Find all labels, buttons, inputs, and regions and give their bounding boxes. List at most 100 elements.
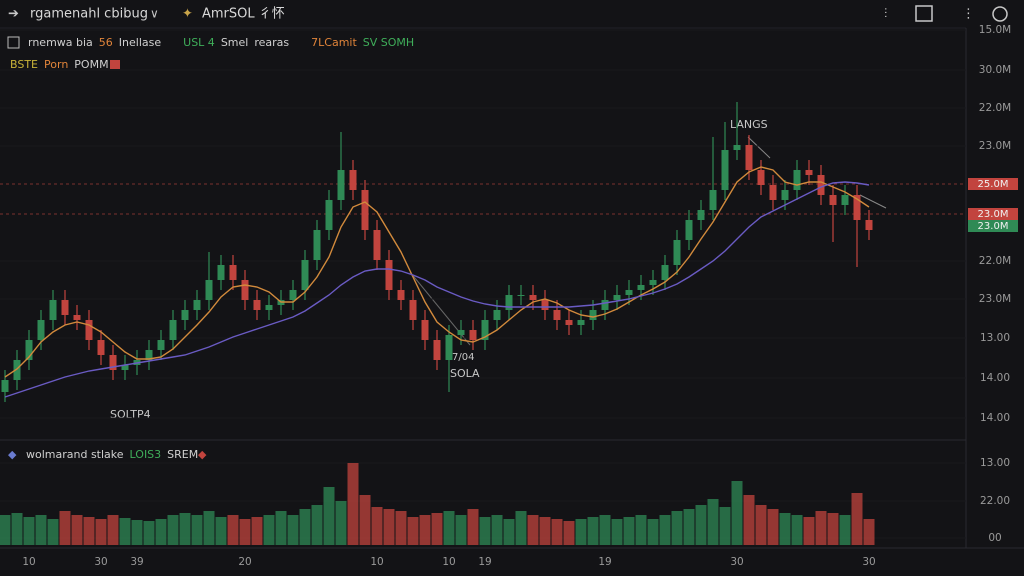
y-tick-label: 14.00 [980, 412, 1010, 424]
volume-bar [767, 509, 779, 545]
volume-bar [35, 515, 47, 545]
candle-body [337, 170, 345, 200]
legend-item: Inellase [119, 36, 162, 49]
candle-body [301, 260, 309, 290]
candle-body [61, 300, 69, 315]
volume-bar [299, 509, 311, 545]
candle-body [73, 315, 81, 320]
symbol[interactable]: rgamenahl cbibug [30, 7, 148, 22]
volume-bar [131, 520, 143, 545]
volume-bar [263, 515, 275, 545]
candle-body [13, 360, 21, 380]
candle-body [745, 145, 753, 170]
candle-body [769, 185, 777, 200]
volume-bar [407, 517, 419, 545]
candle-body [709, 190, 717, 210]
volume-bar [503, 519, 515, 545]
candle-body [673, 240, 681, 265]
volume-bar [791, 515, 803, 545]
volume-bar [527, 515, 539, 545]
annotation: 7/04 [452, 352, 474, 363]
x-tick-label: 10 [370, 556, 383, 568]
more-icon[interactable]: ⋮ [962, 7, 975, 22]
volume-bar [47, 519, 59, 545]
candle-body [721, 150, 729, 190]
candle-body [421, 320, 429, 340]
candle-body [757, 170, 765, 185]
dropdown-icon[interactable]: ∨ [150, 7, 159, 21]
candle-body [241, 280, 249, 300]
volume-bar [95, 519, 107, 545]
volume-bar [695, 505, 707, 545]
annotation-arrow [859, 194, 887, 209]
y-tick-label: 23.0M [979, 293, 1011, 305]
volume-tick-label: 00 [988, 532, 1001, 544]
volume-tick-label: 13.00 [980, 457, 1010, 469]
volume-bar [815, 511, 827, 545]
y-tick-label: 13.00 [980, 332, 1010, 344]
x-tick-label: 30 [730, 556, 743, 568]
x-tick-label: 10 [22, 556, 35, 568]
candle-body [397, 290, 405, 300]
volume-bar [419, 515, 431, 545]
menu-icon[interactable]: ➔ [8, 7, 19, 22]
price-tag-label: 23.0M [978, 221, 1009, 232]
volume-bar [155, 519, 167, 545]
y-tick-label: 30.0M [979, 64, 1011, 76]
candle-body [157, 340, 165, 350]
volume-bar [731, 481, 743, 545]
volume-bar [779, 513, 791, 545]
candle-body [637, 285, 645, 290]
candle-body [829, 195, 837, 205]
volume-bar [479, 517, 491, 545]
pair[interactable]: AmrSOL 彳怀 [202, 7, 285, 22]
candle-body [49, 300, 57, 320]
volume-bar [107, 515, 119, 545]
x-tick-label: 10 [442, 556, 455, 568]
volume-bar [827, 513, 839, 545]
settings-icon[interactable] [992, 6, 1008, 22]
volume-bar [143, 521, 155, 545]
price-tag-label: 23.0M [978, 209, 1009, 220]
volume-bar [707, 499, 719, 545]
volume-bar [119, 518, 131, 545]
candle-body [1, 380, 9, 392]
y-tick-label: 22.0M [979, 102, 1011, 114]
legend-item: wolmarand stlake [26, 448, 124, 461]
volume-bar [347, 463, 359, 545]
candle-body [349, 170, 357, 190]
volume-bar [647, 519, 659, 545]
legend-swatch [110, 60, 120, 69]
layout-icon[interactable] [915, 5, 933, 22]
tool-icon[interactable]: ⫶ [884, 7, 887, 22]
price-tag [968, 208, 1018, 220]
legend-item: POMM [74, 58, 108, 71]
volume-bar [851, 493, 863, 545]
candle-body [313, 230, 321, 260]
candle-body [505, 295, 513, 310]
volume-bar [443, 511, 455, 545]
legend-checkbox[interactable] [7, 36, 20, 49]
price-tag-label: 25.0M [978, 179, 1009, 190]
y-tick-label: 23.0M [979, 140, 1011, 152]
volume-bar [539, 517, 551, 545]
candle-body [121, 365, 129, 370]
legend-item: USL 4 [183, 36, 215, 49]
candle-body [577, 320, 585, 325]
volume-bar [251, 517, 263, 545]
volume-bar [587, 517, 599, 545]
volume-bar [623, 517, 635, 545]
volume-bar [659, 515, 671, 545]
volume-icon: ◆ [198, 448, 207, 461]
volume-bar [215, 517, 227, 545]
legend-item: BSTE [10, 58, 38, 71]
candle-body [601, 300, 609, 310]
candle-body [469, 330, 477, 340]
candle-body [685, 220, 693, 240]
volume-bar [839, 515, 851, 545]
toolbar: ➔ rgamenahl cbibug ∨ ✦ AmrSOL 彳怀 ⫶ ⋮ [8, 5, 1008, 22]
candle-body [565, 320, 573, 325]
volume-tick-label: 22.00 [980, 495, 1010, 507]
volume-bar [71, 515, 83, 545]
